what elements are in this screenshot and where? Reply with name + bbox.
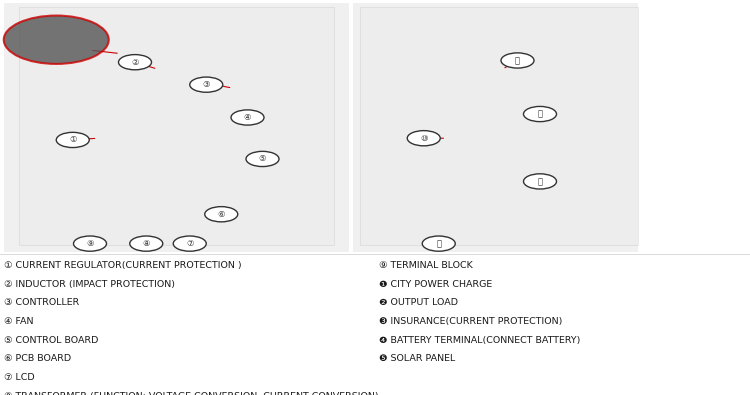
- Text: ③ CONTROLLER: ③ CONTROLLER: [4, 298, 79, 307]
- Text: ❹ BATTERY TERMINAL(CONNECT BATTERY): ❹ BATTERY TERMINAL(CONNECT BATTERY): [379, 335, 580, 344]
- Text: ④: ④: [244, 113, 251, 122]
- FancyBboxPatch shape: [4, 4, 349, 252]
- Text: ⑤: ⑤: [259, 154, 266, 164]
- Circle shape: [501, 53, 534, 68]
- FancyBboxPatch shape: [352, 4, 638, 252]
- Text: ⑧: ⑧: [142, 239, 150, 248]
- Text: ⑩: ⑩: [420, 134, 428, 143]
- Text: ❷ OUTPUT LOAD: ❷ OUTPUT LOAD: [379, 298, 458, 307]
- Circle shape: [422, 236, 455, 251]
- Text: ⑪: ⑪: [515, 56, 520, 65]
- Text: ❺ SOLAR PANEL: ❺ SOLAR PANEL: [379, 354, 455, 363]
- Text: ② INDUCTOR (IMPACT PROTECTION): ② INDUCTOR (IMPACT PROTECTION): [4, 280, 175, 289]
- Circle shape: [173, 236, 206, 251]
- Circle shape: [231, 110, 264, 125]
- Circle shape: [246, 151, 279, 167]
- Circle shape: [130, 236, 163, 251]
- Text: ⑧ TRANSFORMER (FUNCTION: VOLTAGE CONVERSION, CURRENT CONVERSION): ⑧ TRANSFORMER (FUNCTION: VOLTAGE CONVERS…: [4, 391, 378, 395]
- Text: ⑦: ⑦: [186, 239, 194, 248]
- Text: ⑥: ⑥: [217, 210, 225, 219]
- Text: ①: ①: [69, 135, 76, 145]
- Circle shape: [118, 55, 152, 70]
- FancyBboxPatch shape: [19, 7, 334, 245]
- Circle shape: [56, 132, 89, 148]
- Text: ① CURRENT REGULATOR(CURRENT PROTECTION ): ① CURRENT REGULATOR(CURRENT PROTECTION ): [4, 261, 242, 270]
- Circle shape: [407, 131, 440, 146]
- Text: ⑥ PCB BOARD: ⑥ PCB BOARD: [4, 354, 70, 363]
- Text: ②: ②: [131, 58, 139, 67]
- Text: ❸ INSURANCE(CURRENT PROTECTION): ❸ INSURANCE(CURRENT PROTECTION): [379, 317, 562, 326]
- Circle shape: [205, 207, 238, 222]
- Text: ⑨ TERMINAL BLOCK: ⑨ TERMINAL BLOCK: [379, 261, 472, 270]
- Text: ❶ CITY POWER CHARGE: ❶ CITY POWER CHARGE: [379, 280, 492, 289]
- Text: ④ FAN: ④ FAN: [4, 317, 33, 326]
- Circle shape: [524, 106, 556, 122]
- Text: ③: ③: [202, 80, 210, 89]
- FancyBboxPatch shape: [360, 7, 638, 245]
- Circle shape: [524, 174, 556, 189]
- Circle shape: [74, 236, 106, 251]
- Text: ⑤ CONTROL BOARD: ⑤ CONTROL BOARD: [4, 335, 98, 344]
- Text: ⑬: ⑬: [538, 177, 542, 186]
- Circle shape: [190, 77, 223, 92]
- Text: ⑦ LCD: ⑦ LCD: [4, 373, 34, 382]
- Text: ⑭: ⑭: [436, 239, 441, 248]
- Circle shape: [4, 15, 109, 64]
- Text: ⑫: ⑫: [538, 109, 542, 118]
- Text: ⑨: ⑨: [86, 239, 94, 248]
